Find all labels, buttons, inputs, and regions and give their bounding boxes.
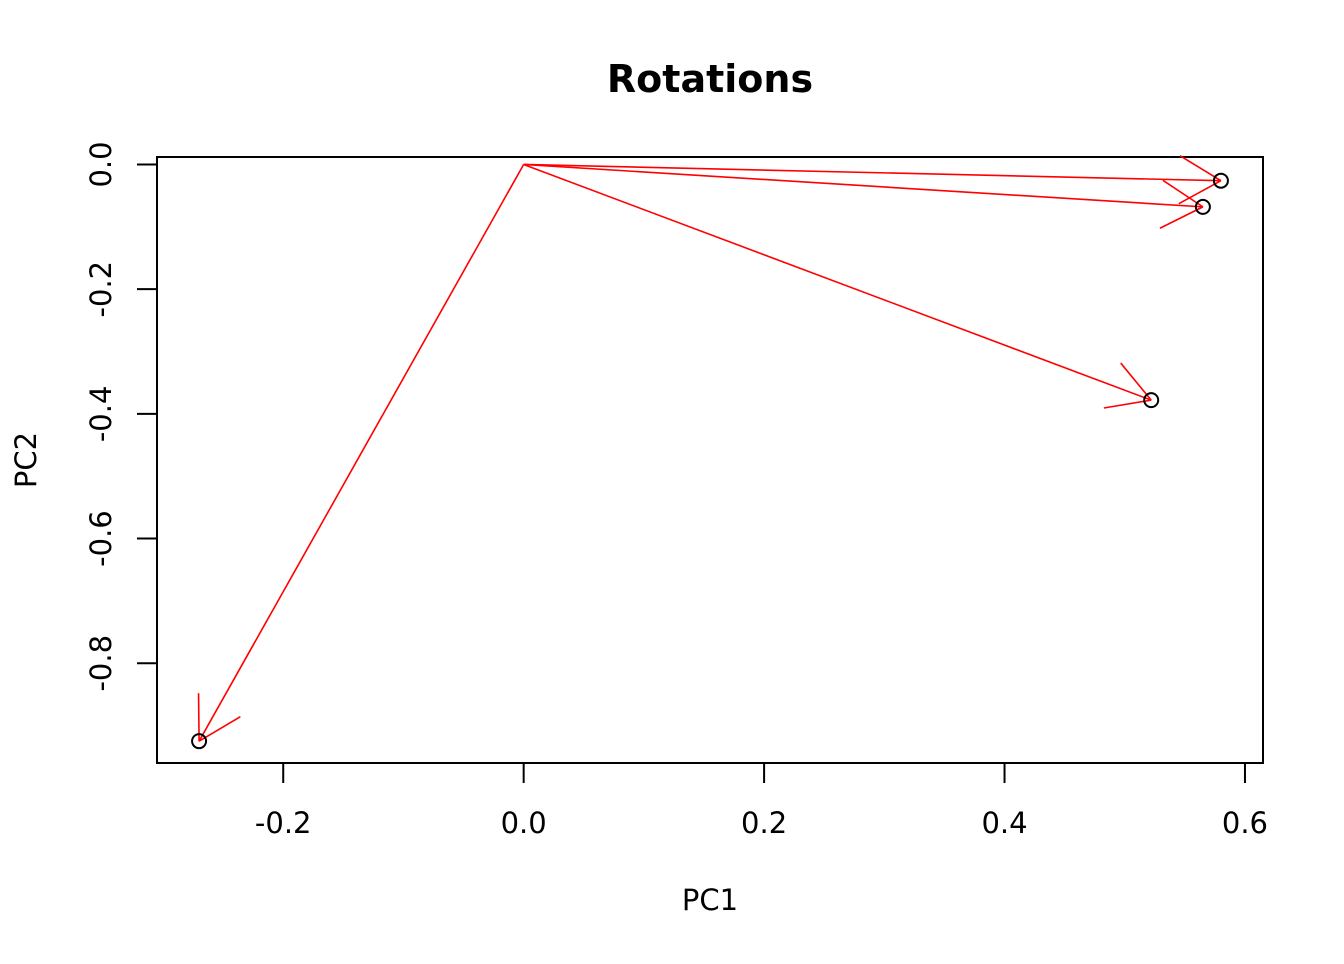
y-tick-label: -0.2 — [84, 261, 118, 318]
y-tick-label: 0.0 — [84, 141, 118, 187]
y-tick-label: -0.6 — [84, 510, 118, 567]
y-tick-label: -0.8 — [84, 635, 118, 692]
x-tick-label: 0.6 — [1222, 806, 1268, 840]
arrow-head-stroke — [1179, 155, 1222, 182]
data-point — [191, 733, 208, 750]
rotation-points — [191, 172, 1229, 750]
arrow-shaft — [198, 164, 525, 742]
arrow-head-stroke — [1159, 206, 1204, 229]
arrow-shaft — [523, 163, 1203, 208]
x-axis: -0.2 0.0 0.2 0.4 0.6 — [255, 762, 1268, 840]
data-point — [1194, 198, 1211, 215]
data-point — [1143, 392, 1160, 409]
x-axis-title: PC1 — [682, 883, 738, 917]
x-tick-label: 0.4 — [981, 806, 1027, 840]
x-tick-label: -0.2 — [255, 806, 312, 840]
y-axis-title: PC2 — [9, 432, 43, 488]
plot-area-border — [156, 156, 1264, 764]
data-point — [1212, 172, 1229, 189]
arrow-head-stroke — [1120, 362, 1152, 401]
arrow-shaft — [523, 163, 1221, 182]
y-tick-label: -0.4 — [84, 386, 118, 443]
arrow-head-stroke — [1103, 399, 1152, 409]
y-axis: 0.0 -0.2 -0.4 -0.6 -0.8 — [84, 141, 158, 692]
x-tick-label: 0.0 — [501, 806, 547, 840]
rotation-arrows — [197, 155, 1222, 742]
chart-title: Rotations — [607, 57, 813, 101]
arrow-shaft — [523, 163, 1152, 401]
x-tick-label: 0.2 — [741, 806, 787, 840]
